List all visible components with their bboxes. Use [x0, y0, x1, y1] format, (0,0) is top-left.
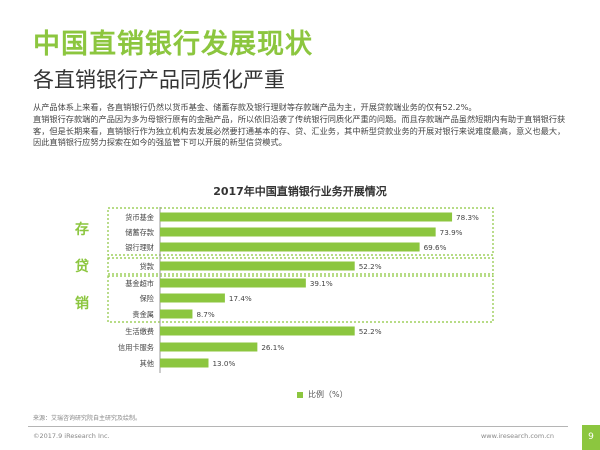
copyright: ©2017.9 iResearch Inc. — [33, 432, 110, 440]
category-label-4: 贷款 — [140, 262, 154, 271]
category-label-1: 货币基金 — [125, 213, 154, 222]
value-label-4: 52.2% — [359, 262, 382, 271]
website-link: www.iresearch.com.cn — [480, 432, 554, 440]
footer-divider — [28, 426, 568, 427]
page-subtitle: 各直销银行产品同质化严重 — [33, 68, 285, 92]
value-label-3: 69.6% — [424, 243, 447, 252]
category-label-5: 基金超市 — [125, 279, 154, 288]
chart-title: 2017年中国直销银行业务开展情况 — [213, 185, 387, 198]
legend-swatch — [297, 391, 303, 398]
value-label-1: 78.3% — [456, 213, 479, 222]
value-label-10: 13.0% — [212, 359, 235, 368]
bar-10 — [160, 358, 209, 368]
body-text: 从产品体系上来看，各直销银行仍然以货币基金、储蓄存款及银行理财等存款端产品为主，… — [33, 102, 573, 149]
bar-2 — [160, 227, 436, 237]
value-label-7: 8.7% — [196, 310, 214, 319]
category-label-8: 生活缴费 — [125, 327, 154, 336]
category-label-9: 信用卡服务 — [118, 343, 154, 352]
page-title: 中国直销银行发展现状 — [33, 29, 313, 60]
value-label-8: 52.2% — [359, 327, 382, 336]
side-label-deposit: 存 — [75, 222, 89, 238]
group-box-remit — [107, 275, 494, 323]
value-label-5: 39.1% — [310, 279, 333, 288]
value-label-6: 17.4% — [229, 294, 252, 303]
category-label-6: 保险 — [140, 294, 155, 303]
bar-6 — [160, 293, 225, 303]
bar-8 — [160, 326, 355, 336]
category-label-7: 贵金属 — [132, 310, 154, 319]
value-label-9: 26.1% — [261, 343, 284, 352]
category-label-10: 其他 — [140, 359, 154, 368]
bar-7 — [160, 309, 193, 319]
category-label-2: 储蓄存款 — [125, 228, 154, 237]
group-box-deposit — [107, 207, 494, 256]
page-number: 9 — [582, 425, 600, 450]
bar-3 — [160, 242, 420, 252]
category-label-3: 银行理财 — [125, 243, 154, 252]
legend-label: 比例（%） — [308, 390, 348, 399]
side-label-loan: 贷 — [75, 259, 89, 275]
bar-1 — [160, 212, 453, 222]
body-paragraph-2: 直销银行存款端的产品因为多为母银行原有的金融产品，所以依旧沿袭了传统银行同质化严… — [33, 113, 566, 148]
bar-4 — [160, 261, 355, 271]
group-box-loan — [107, 257, 494, 275]
bar-5 — [160, 278, 306, 288]
body-paragraph-1: 从产品体系上来看，各直销银行仍然以货币基金、储蓄存款及银行理财等存款端产品为主，… — [33, 102, 477, 112]
value-label-2: 73.9% — [440, 228, 463, 237]
side-label-remit: 销 — [75, 296, 89, 312]
chart-legend: 比例（%） — [297, 389, 348, 400]
bar-9 — [160, 342, 258, 352]
source-note: 来源：艾瑞咨询研究院自主研究及绘制。 — [33, 415, 142, 422]
